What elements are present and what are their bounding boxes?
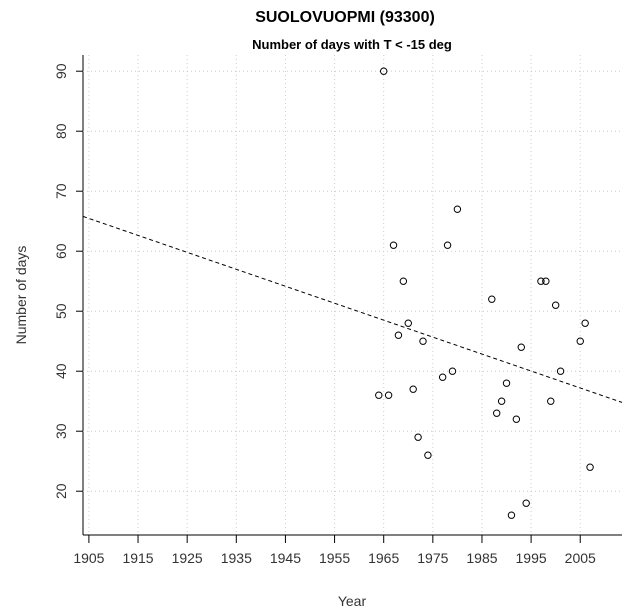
point [399, 277, 408, 285]
point [394, 331, 403, 339]
point [424, 451, 432, 459]
y-axis-label: Number of days [13, 246, 29, 345]
y-tick-label: 80 [53, 123, 69, 139]
point [488, 295, 496, 303]
point [380, 67, 388, 75]
y-tick-label: 40 [53, 363, 69, 379]
point [389, 241, 398, 249]
point [419, 337, 427, 345]
y-tick-label: 60 [53, 243, 69, 259]
point [493, 409, 501, 417]
x-tick-label: 1935 [221, 550, 252, 566]
x-axis-label: Year [338, 593, 367, 609]
x-tick-label: 1955 [319, 550, 350, 566]
point [547, 397, 555, 405]
y-tick-label: 90 [53, 63, 69, 79]
point [502, 379, 511, 387]
point [448, 367, 457, 375]
point [414, 433, 422, 441]
chart-subtitle: Number of days with T < -15 deg [252, 37, 452, 52]
point [581, 319, 589, 327]
point [409, 385, 417, 393]
point [438, 373, 447, 381]
point [512, 415, 521, 423]
point [443, 241, 452, 249]
x-tick-label: 1975 [417, 550, 448, 566]
trend-line [82, 215, 623, 403]
point [551, 301, 560, 309]
x-tick-label: 2005 [565, 550, 596, 566]
x-tick-label: 1915 [122, 550, 153, 566]
point [556, 367, 565, 375]
point [497, 397, 506, 405]
x-tick-label: 1985 [466, 550, 497, 566]
point [576, 337, 584, 345]
point [375, 391, 383, 399]
x-tick-label: 1945 [270, 550, 301, 566]
point [517, 343, 525, 351]
chart-title: SUOLOVUOPMI (93300) [255, 9, 435, 26]
x-tick-label: 1965 [368, 550, 399, 566]
x-tick-label: 1995 [516, 550, 547, 566]
y-tick-label: 70 [53, 183, 69, 199]
x-tick-label: 1905 [73, 550, 104, 566]
point [507, 511, 516, 519]
point [542, 277, 550, 285]
x-tick-label: 1925 [172, 550, 203, 566]
point [384, 391, 393, 399]
point [404, 319, 412, 327]
point [453, 205, 462, 213]
point [522, 499, 530, 507]
y-tick-label: 50 [53, 303, 69, 319]
point [586, 463, 594, 471]
y-tick-label: 30 [53, 423, 69, 439]
point [537, 277, 545, 285]
y-tick-label: 20 [53, 483, 69, 499]
